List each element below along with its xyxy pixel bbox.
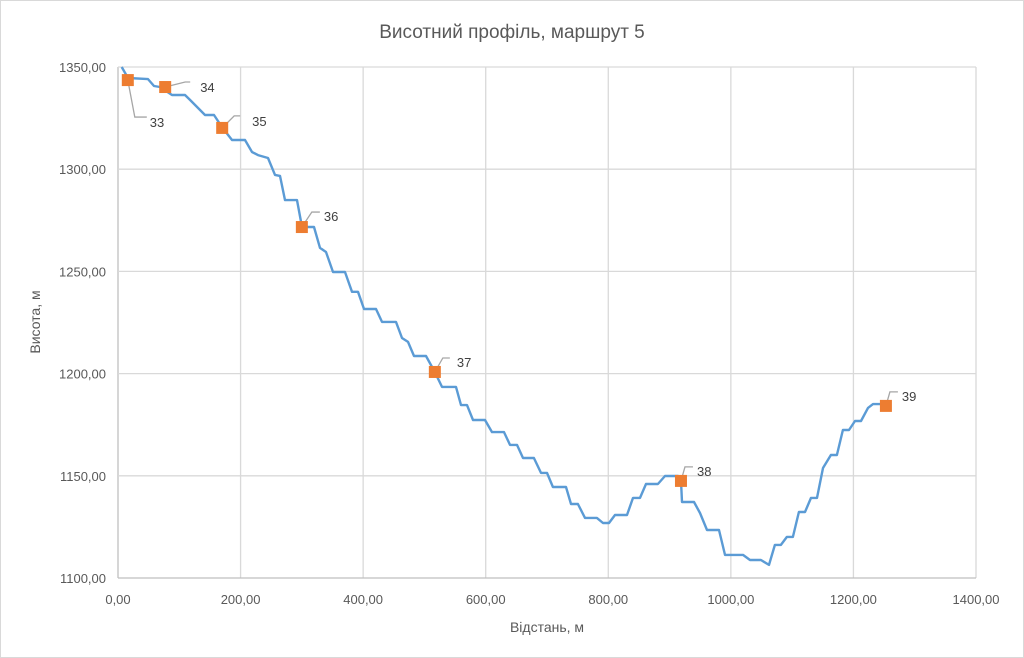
waypoint-marker (159, 81, 172, 94)
y-tick-label: 1250,00 (59, 264, 106, 279)
x-tick-label: 0,00 (105, 592, 130, 607)
elevation-line (120, 66, 886, 567)
data-label: 39 (902, 389, 916, 404)
data-label: 35 (252, 114, 266, 129)
data-label: 37 (457, 355, 471, 370)
waypoint-marker (428, 365, 441, 378)
leader-line (165, 81, 191, 88)
waypoint-marker (879, 399, 892, 412)
data-label: 36 (324, 209, 338, 224)
data-label: 34 (200, 80, 214, 95)
x-tick-label: 1400,00 (953, 592, 1000, 607)
waypoint-marker (121, 74, 134, 87)
x-tick-label: 800,00 (588, 592, 628, 607)
x-tick-label: 600,00 (466, 592, 506, 607)
leader-line (127, 79, 147, 118)
y-tick-label: 1100,00 (60, 571, 106, 586)
y-tick-label: 1350,00 (59, 60, 106, 75)
x-axis-ticks: 0,00 200,00 400,00 600,00 800,00 1000,00 1200,… (105, 592, 999, 607)
y-tick-label: 1150,00 (60, 469, 106, 484)
x-tick-label: 400,00 (343, 592, 383, 607)
x-tick-label: 1200,00 (830, 592, 877, 607)
chart-title: Висотний профіль, маршрут 5 (379, 22, 645, 43)
waypoint-marker (216, 121, 229, 134)
data-label: 33 (150, 115, 164, 130)
data-label: 38 (697, 464, 711, 479)
waypoint-markers: 33 34 35 36 37 38 39 (121, 74, 916, 487)
y-tick-label: 1200,00 (59, 367, 106, 382)
x-axis-label: Відстань, м (510, 619, 584, 635)
y-tick-label: 1300,00 (59, 162, 106, 177)
waypoint-marker (295, 221, 308, 234)
x-tick-label: 200,00 (221, 592, 261, 607)
waypoint-marker (674, 474, 687, 487)
x-tick-label: 1000,00 (707, 592, 754, 607)
y-axis-ticks: 1100,00 1150,00 1200,00 1250,00 1300,00 1350,… (59, 60, 106, 586)
y-axis-label: Висота, м (27, 290, 43, 353)
gridlines (117, 66, 977, 579)
